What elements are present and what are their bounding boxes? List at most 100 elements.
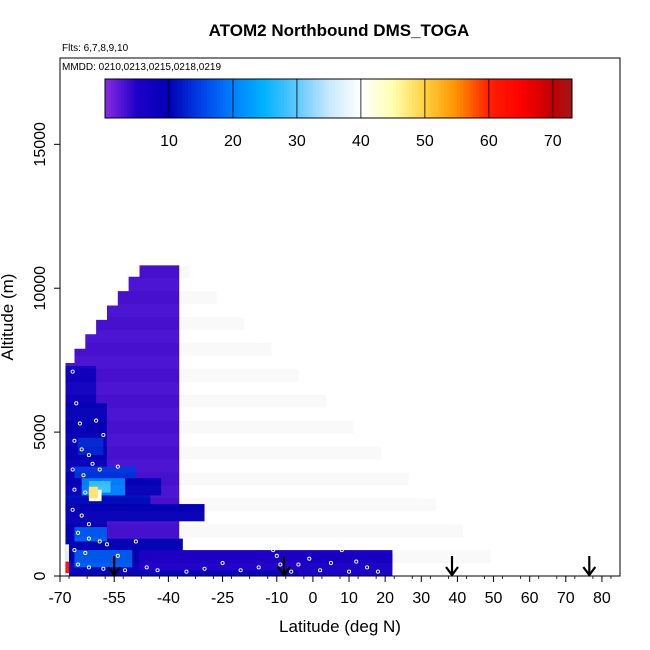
observation-marker — [81, 473, 86, 478]
colorbar-segment — [360, 79, 365, 118]
colorbar-segment — [530, 79, 535, 118]
observation-marker — [86, 565, 91, 570]
observation-marker — [175, 260, 180, 265]
colorbar-segment — [376, 79, 381, 118]
colorbar-segment — [200, 79, 205, 118]
y-axis: 0 5000 10000 15000 — [32, 122, 60, 580]
colorbar-segment — [239, 79, 243, 118]
colorbar-segment — [364, 79, 368, 118]
colorbar-segment — [293, 79, 298, 118]
colorbar-segment — [348, 79, 352, 118]
observation-marker — [155, 568, 160, 573]
colorbar-segment — [556, 79, 560, 118]
colorbar-segment — [389, 79, 394, 118]
observation-marker — [278, 562, 283, 567]
observation-marker — [318, 568, 323, 573]
colorbar-segment — [159, 79, 163, 118]
observation-marker — [271, 548, 276, 553]
colorbar-segment — [549, 79, 554, 118]
colorbar-segment — [264, 79, 269, 118]
observation-marker — [79, 513, 84, 518]
colorbar-segment — [341, 79, 346, 118]
colorbar-tick-label: 30 — [288, 133, 306, 150]
colorbar-segment — [149, 79, 154, 118]
colorbar-tick-label: 10 — [160, 133, 178, 150]
observation-marker — [83, 550, 88, 556]
observation-marker — [307, 556, 312, 561]
colorbar-segment — [527, 79, 531, 118]
colorbar-segment — [399, 79, 403, 118]
heatmap-region — [65, 504, 205, 522]
colorbar-segment — [431, 79, 435, 118]
observation-marker — [97, 467, 102, 472]
chart-title: ATOM2 Northbound DMS_TOGA — [209, 21, 470, 40]
observation-marker — [365, 565, 370, 570]
x-tick-label: 40 — [449, 590, 467, 607]
observation-marker — [76, 562, 81, 567]
colorbar-segment — [191, 79, 195, 118]
observation-marker — [97, 539, 102, 544]
colorbar-segment — [421, 79, 426, 118]
observation-marker — [90, 461, 95, 466]
observation-marker — [256, 565, 261, 570]
colorbar-segment — [351, 79, 355, 118]
x-tick-label: -40 — [157, 590, 180, 607]
x-tick-label: -10 — [265, 590, 288, 607]
colorbar-tick-label: 60 — [480, 133, 498, 150]
colorbar-segment — [568, 79, 573, 118]
colorbar-segment — [415, 79, 419, 118]
colorbar-segment — [508, 79, 512, 118]
colorbar-segment — [204, 79, 208, 118]
colorbar-segment — [309, 79, 314, 118]
observation-marker — [339, 548, 344, 553]
colorbar-segment — [460, 79, 464, 118]
arrow-head — [107, 566, 122, 577]
colorbar-segment — [143, 79, 147, 118]
observation-marker — [202, 566, 207, 571]
colorbar-segment — [328, 79, 333, 118]
colorbar-segment — [412, 79, 416, 118]
colorbar-segment — [280, 79, 285, 118]
colorbar-segment — [316, 79, 320, 118]
heatmap-region — [74, 466, 136, 479]
colorbar-segment — [130, 79, 135, 118]
x-tick-label: 50 — [485, 590, 503, 607]
observation-marker — [220, 561, 225, 566]
colorbar-segment — [111, 79, 115, 118]
x-tick-label: -55 — [103, 590, 126, 607]
observation-marker — [70, 369, 75, 374]
colorbar-segment — [536, 79, 541, 118]
colorbar-segment — [373, 79, 378, 118]
heatmap-region — [65, 544, 70, 576]
colorbar-segment — [188, 79, 192, 118]
colorbar-tick-label: 20 — [224, 133, 242, 150]
colorbar-segment — [287, 79, 291, 118]
colorbar-segment — [306, 79, 311, 118]
colorbar-segment — [469, 79, 474, 118]
colorbar-segment — [322, 79, 327, 118]
colorbar-segment — [248, 79, 253, 118]
colorbar-segment — [303, 79, 307, 118]
observation-marker — [346, 569, 352, 574]
colorbar-segment — [546, 79, 551, 118]
colorbar-segment — [284, 79, 288, 118]
heatmap-region — [88, 481, 111, 493]
observation-marker — [77, 421, 82, 426]
colorbar-segment — [296, 79, 301, 118]
colorbar-segment — [552, 79, 557, 118]
observation-marker — [86, 453, 91, 458]
colorbar-segment — [533, 79, 538, 118]
colorbar-segment — [226, 79, 231, 118]
x-tick-label: 70 — [557, 590, 575, 607]
colorbar-segment — [232, 79, 237, 118]
observation-marker — [115, 553, 120, 558]
flights-annotation: Flts: 6,7,8,9,10 — [62, 43, 129, 54]
colorbar-segment — [338, 79, 343, 118]
colorbar-segment — [181, 79, 186, 118]
colorbar-segment — [540, 79, 544, 118]
colorbar-segment — [300, 79, 304, 118]
colorbar-segment — [124, 79, 128, 118]
colorbar-segment — [453, 79, 458, 118]
colorbar-segment — [290, 79, 295, 118]
colorbar-segment — [252, 79, 256, 118]
